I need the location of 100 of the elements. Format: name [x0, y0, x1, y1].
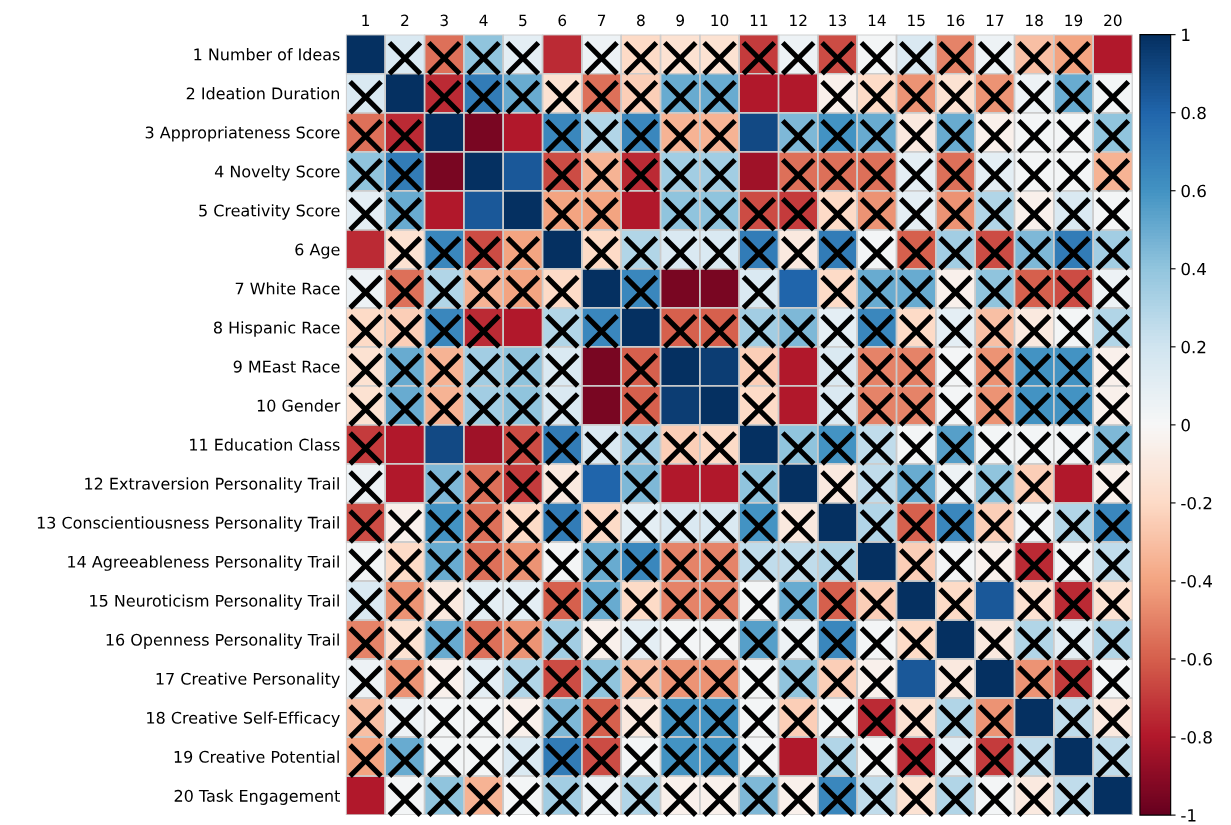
x-tick-label: 10	[711, 14, 729, 27]
data-label: ×	[1056, 626, 1091, 661]
data-label: ×	[505, 704, 541, 739]
data-label: ×	[938, 509, 973, 544]
data-label: ×	[1056, 79, 1091, 115]
data-label: ×	[780, 40, 816, 76]
data-label: ×	[977, 704, 1013, 739]
data-label: ×	[466, 470, 501, 505]
data-label: ×	[663, 782, 698, 817]
data-label: ×	[623, 431, 659, 466]
data-label: ×	[545, 743, 580, 778]
data-label: ×	[623, 158, 659, 193]
y-tick-label: 11 Education Class	[190, 438, 340, 451]
y-tick-label: 10 Gender	[257, 399, 341, 412]
data-label: ×	[780, 704, 816, 739]
data-label: ×	[977, 314, 1013, 349]
data-label: ×	[741, 470, 777, 505]
data-label: ×	[663, 79, 698, 115]
data-label: ×	[859, 509, 895, 544]
data-label: ×	[663, 704, 698, 739]
data-label: ×	[427, 40, 462, 76]
data-label: ×	[820, 782, 855, 817]
y-tick-label: 16 Openness Personality Trail	[106, 633, 339, 649]
data-label: ×	[505, 782, 541, 817]
data-label: ×	[505, 743, 541, 778]
data-label: ×	[623, 470, 659, 505]
data-label: ×	[1056, 353, 1091, 388]
data-label: ×	[1016, 587, 1052, 622]
data-label: ×	[663, 40, 698, 76]
data-label: ×	[1016, 431, 1052, 466]
data-label: ×	[820, 548, 855, 583]
data-label: ×	[780, 626, 816, 661]
data-label: ×	[387, 665, 423, 700]
data-label: ×	[584, 509, 619, 544]
data-label: ×	[623, 587, 659, 622]
color-bar-label: 1	[1182, 28, 1190, 41]
data-label: ×	[427, 470, 462, 505]
data-label: ×	[1016, 665, 1052, 700]
data-label: ×	[938, 314, 973, 349]
data-label: ×	[505, 470, 541, 505]
data-label: ×	[741, 392, 777, 427]
data-label: ×	[545, 197, 580, 232]
data-label: ×	[820, 704, 855, 739]
data-label: ×	[1095, 158, 1131, 193]
x-tick-label: 12	[790, 14, 807, 26]
data-label: ×	[505, 587, 541, 622]
data-label: ×	[1095, 587, 1131, 622]
data-label: ×	[505, 509, 541, 544]
data-label: ×	[663, 197, 698, 232]
data-label: ×	[820, 158, 855, 193]
data-label: ×	[702, 548, 737, 583]
data-label: ×	[623, 548, 659, 583]
data-label: ×	[1056, 392, 1091, 427]
data-label: ×	[780, 197, 816, 232]
data-label: ×	[1056, 314, 1091, 349]
data-label: ×	[1095, 548, 1131, 583]
data-label: ×	[1095, 392, 1131, 427]
data-label: ×	[387, 548, 423, 583]
data-label: ×	[898, 197, 934, 232]
data-label: ×	[702, 158, 737, 193]
data-label: ×	[820, 665, 855, 700]
data-label: ×	[780, 548, 816, 583]
data-label: ×	[1016, 118, 1052, 154]
data-label: ×	[1056, 704, 1091, 739]
data-label: ×	[859, 353, 895, 388]
data-label: ×	[702, 40, 737, 76]
data-label: ×	[623, 626, 659, 661]
data-label: ×	[741, 665, 777, 700]
color-bar-label: 0.4	[1181, 262, 1206, 276]
data-label: ×	[938, 118, 973, 154]
y-tick-label: 17 Creative Personality	[156, 672, 340, 688]
data-label: ×	[505, 275, 541, 310]
data-label: ×	[702, 314, 737, 349]
data-label: ×	[938, 782, 973, 817]
data-label: ×	[466, 392, 501, 427]
data-label: ×	[348, 665, 383, 700]
data-label: ×	[584, 743, 619, 778]
data-label: ×	[938, 40, 973, 76]
data-label: ×	[741, 548, 777, 583]
data-label: ×	[584, 79, 619, 115]
x-tick-label: 3	[440, 14, 448, 27]
data-label: ×	[820, 431, 855, 466]
data-label: ×	[663, 509, 698, 544]
data-label: ×	[702, 626, 737, 661]
data-label: ×	[938, 431, 973, 466]
data-label: ×	[1016, 509, 1052, 544]
data-label: ×	[348, 353, 383, 388]
data-label: ×	[977, 470, 1013, 505]
data-label: ×	[1016, 548, 1052, 583]
x-tick-label: 1	[362, 14, 370, 26]
data-label: ×	[427, 782, 462, 817]
data-label: ×	[702, 782, 737, 817]
data-label: ×	[938, 353, 973, 388]
data-label: ×	[466, 665, 501, 700]
data-label: ×	[427, 704, 462, 739]
data-label: ×	[466, 704, 501, 739]
data-label: ×	[1016, 314, 1052, 349]
data-label: ×	[1016, 79, 1052, 115]
data-label: ×	[977, 782, 1013, 817]
x-tick-label: 15	[908, 14, 925, 27]
